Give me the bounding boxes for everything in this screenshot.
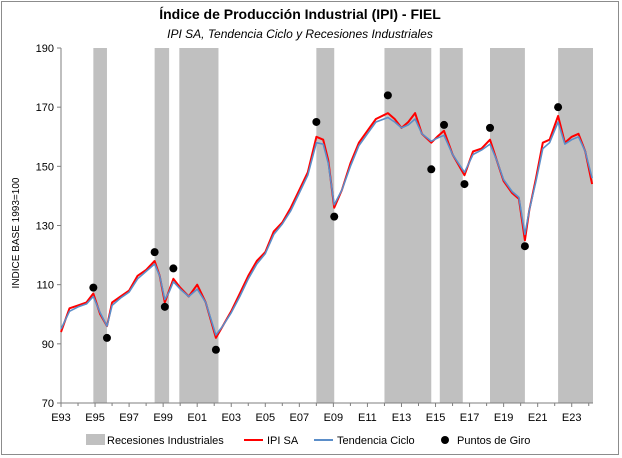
turning-point bbox=[383, 91, 392, 100]
recession-band bbox=[439, 48, 463, 403]
axes bbox=[57, 47, 593, 407]
chart-title: Índice de Producción Industrial (IPI) - … bbox=[159, 6, 441, 22]
legend: Recesiones Industriales IPI SA Tendencia C… bbox=[86, 434, 530, 447]
x-tick-label: E97 bbox=[119, 412, 139, 424]
x-tick-label: E01 bbox=[187, 412, 207, 424]
y-tick-label: 190 bbox=[36, 43, 54, 55]
legend-label: Recesiones Industriales bbox=[107, 435, 224, 447]
series-lines bbox=[60, 112, 594, 339]
y-tick-label: 130 bbox=[36, 221, 54, 233]
recession-band bbox=[490, 48, 525, 403]
x-tick-label: E11 bbox=[358, 412, 377, 424]
turning-point bbox=[312, 117, 321, 126]
recession-band bbox=[93, 48, 107, 403]
turning-point bbox=[460, 180, 469, 189]
x-tick-labels: E93 E95 E97 E99 E01 E03 E05 E07 E09 E11 E13 E15 E17 E… bbox=[51, 412, 581, 424]
turning-point bbox=[520, 242, 529, 251]
turning-point bbox=[150, 248, 159, 257]
recession-band bbox=[179, 48, 219, 403]
legend-label: IPI SA bbox=[267, 435, 299, 447]
x-tick-label: E13 bbox=[392, 412, 412, 424]
turning-point bbox=[427, 165, 436, 174]
legend-band-swatch bbox=[86, 434, 105, 445]
x-tick-label: E93 bbox=[51, 412, 71, 424]
y-tick-label: 150 bbox=[36, 161, 54, 173]
recession-band bbox=[558, 48, 593, 403]
x-tick-label: E07 bbox=[290, 412, 310, 424]
turning-point bbox=[486, 123, 495, 132]
turning-point bbox=[330, 212, 339, 221]
legend-label: Tendencia Ciclo bbox=[337, 435, 415, 447]
x-tick-label: E19 bbox=[494, 412, 514, 424]
x-tick-label: E15 bbox=[426, 412, 446, 424]
y-tick-labels: 70 90 110 130 150 170 190 bbox=[36, 43, 54, 410]
legend-dot-swatch bbox=[441, 436, 449, 444]
x-tick-label: E21 bbox=[528, 412, 548, 424]
x-tick-label: E05 bbox=[255, 412, 275, 424]
trend-cycle-line bbox=[60, 116, 593, 336]
y-axis-label: INDICE BASE 1993=100 bbox=[11, 177, 22, 288]
y-tick-label: 170 bbox=[36, 102, 54, 114]
turning-point bbox=[160, 302, 169, 311]
chart-subtitle: IPI SA, Tendencia Ciclo y Recesiones Ind… bbox=[167, 27, 433, 41]
x-tick-label: E03 bbox=[221, 412, 241, 424]
x-tick-label: E99 bbox=[153, 412, 173, 424]
turning-points bbox=[89, 91, 563, 354]
x-tick-label: E17 bbox=[460, 412, 480, 424]
recession-band bbox=[154, 48, 170, 403]
x-tick-label: E95 bbox=[85, 412, 105, 424]
legend-label: Puntos de Giro bbox=[457, 435, 530, 447]
turning-point bbox=[440, 120, 449, 129]
recession-bands bbox=[93, 48, 593, 403]
turning-point bbox=[169, 264, 178, 273]
y-tick-label: 70 bbox=[42, 398, 54, 410]
x-tick-label: E23 bbox=[562, 412, 582, 424]
turning-point bbox=[211, 345, 220, 354]
turning-point bbox=[89, 283, 98, 292]
turning-point bbox=[102, 333, 111, 342]
x-tick-label: E09 bbox=[324, 412, 344, 424]
recession-band bbox=[384, 48, 432, 403]
y-tick-label: 90 bbox=[42, 339, 54, 351]
turning-point bbox=[554, 103, 563, 112]
recession-band bbox=[316, 48, 335, 403]
y-tick-label: 110 bbox=[36, 280, 54, 292]
